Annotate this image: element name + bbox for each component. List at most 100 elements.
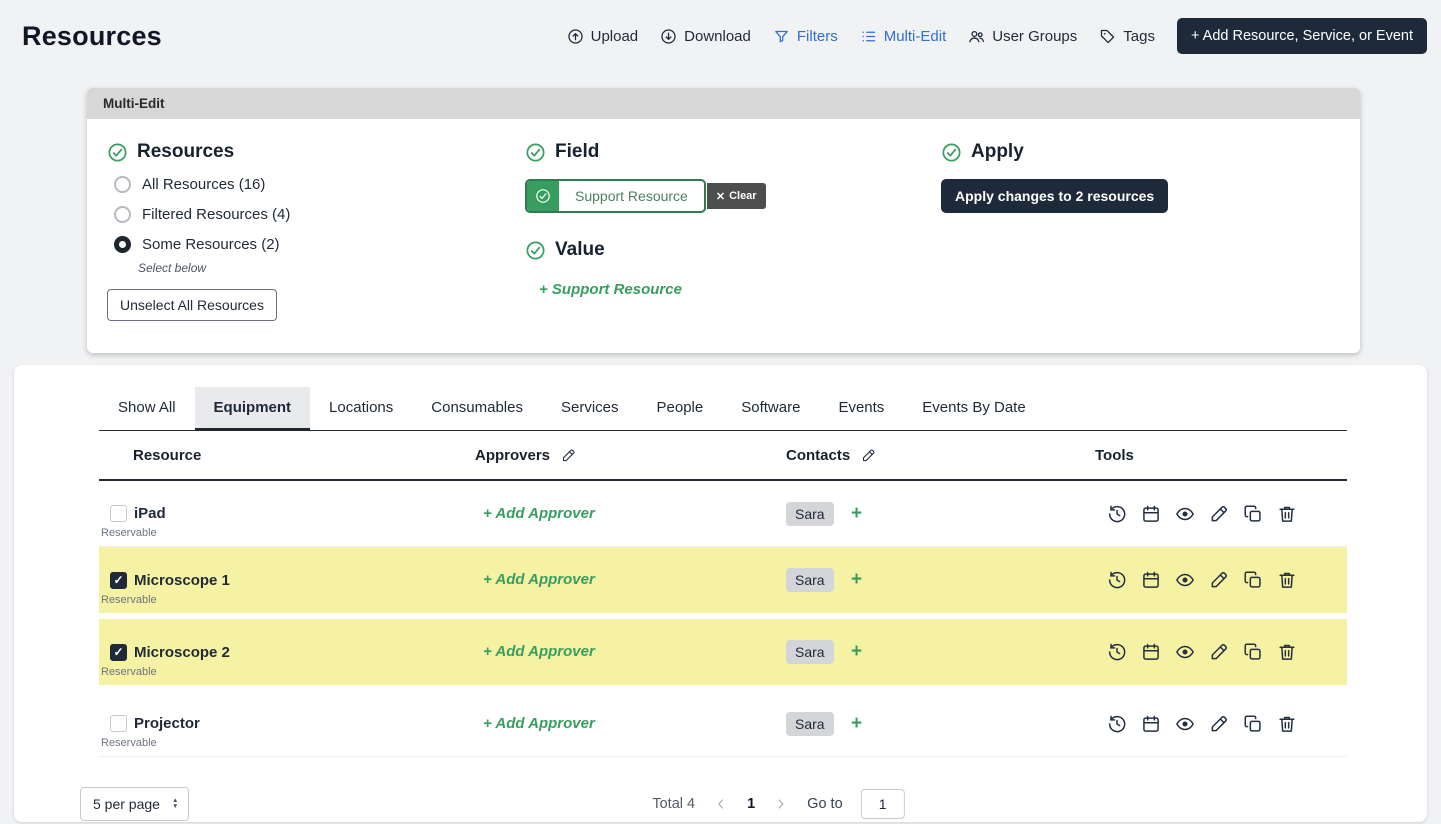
row-checkbox-checked[interactable] <box>110 643 127 661</box>
view-icon[interactable] <box>1175 642 1195 662</box>
tab-events[interactable]: Events <box>838 399 885 416</box>
edit-icon[interactable] <box>1209 570 1229 590</box>
user-groups-label: User Groups <box>992 27 1078 45</box>
add-approver-link[interactable]: + Add Approver <box>483 504 595 522</box>
add-approver-link[interactable]: + Add Approver <box>483 643 595 660</box>
resource-name: Microscope 1 <box>134 571 230 589</box>
approvers-cell: + Add Approver <box>475 505 786 523</box>
multi-edit-panel-header: Multi-Edit <box>87 88 1360 119</box>
calendar-icon[interactable] <box>1141 504 1161 524</box>
delete-icon[interactable] <box>1277 504 1297 524</box>
history-icon[interactable] <box>1107 714 1127 734</box>
history-icon[interactable] <box>1107 642 1127 662</box>
edit-icon[interactable] <box>1209 504 1229 524</box>
calendar-icon[interactable] <box>1141 642 1161 662</box>
next-page-icon[interactable] <box>773 796 789 812</box>
tab-equipment[interactable]: Equipment <box>194 387 311 431</box>
col-header-resource: Resource <box>133 446 202 464</box>
resource-type: Reservable <box>101 527 157 539</box>
user-groups-button[interactable]: User Groups <box>968 28 1077 45</box>
add-approver-link[interactable]: + Add Approver <box>483 571 595 588</box>
add-approver-link[interactable]: + Add Approver <box>483 714 595 732</box>
approvers-header-label: Approvers <box>475 446 551 464</box>
radio-all-resources[interactable]: All Resources (16) <box>114 176 525 193</box>
radio-filtered-resources[interactable]: Filtered Resources (4) <box>114 206 525 223</box>
view-icon[interactable] <box>1175 570 1195 590</box>
goto-page-input[interactable] <box>860 789 905 819</box>
resources-table-card: Show All Equipment Locations Consumables… <box>14 365 1427 822</box>
prev-page-icon[interactable] <box>713 796 729 812</box>
add-contact-icon[interactable]: + <box>851 641 863 662</box>
add-contact-icon[interactable]: + <box>851 502 863 524</box>
delete-icon[interactable] <box>1277 570 1297 590</box>
resource-cell: iPad Reservable <box>99 505 475 539</box>
clear-field-button[interactable]: ✕ Clear <box>706 183 766 209</box>
radio-icon[interactable] <box>114 206 131 223</box>
edit-approvers-icon[interactable] <box>561 448 576 463</box>
radio-icon[interactable] <box>114 176 131 193</box>
delete-icon[interactable] <box>1277 642 1297 662</box>
calendar-icon[interactable] <box>1141 570 1161 590</box>
multi-edit-panel-body: Resources All Resources (16) Filtered Re… <box>87 119 1360 353</box>
apply-changes-button[interactable]: Apply changes to 2 resources <box>941 179 1169 213</box>
contact-badge[interactable]: Sara <box>786 711 834 736</box>
filters-button[interactable]: Filters <box>773 28 838 45</box>
per-page-select[interactable]: 5 per page <box>80 787 190 821</box>
view-icon[interactable] <box>1175 714 1195 734</box>
row-checkbox-checked[interactable] <box>110 571 127 589</box>
history-icon[interactable] <box>1107 570 1127 590</box>
add-resource-button[interactable]: + Add Resource, Service, or Event <box>1176 18 1427 54</box>
tags-button[interactable]: Tags <box>1099 28 1155 45</box>
tab-show-all[interactable]: Show All <box>118 399 176 416</box>
contacts-cell: Sara + <box>786 501 1095 526</box>
delete-icon[interactable] <box>1277 714 1297 734</box>
selected-field-value: Support Resource <box>575 188 688 204</box>
radio-selected-icon[interactable] <box>114 236 131 253</box>
tab-events-by-date[interactable]: Events By Date <box>922 399 1026 416</box>
col-header-contacts: Contacts <box>786 447 1095 464</box>
edit-contacts-icon[interactable] <box>861 448 876 463</box>
tab-software[interactable]: Software <box>741 399 801 416</box>
contact-badge[interactable]: Sara <box>786 568 834 592</box>
radio-some-resources[interactable]: Some Resources (2) <box>114 236 525 253</box>
tools-cell <box>1095 642 1347 662</box>
duplicate-icon[interactable] <box>1243 504 1263 524</box>
row-checkbox[interactable] <box>110 505 127 522</box>
current-page[interactable]: 1 <box>747 796 756 812</box>
resource-type: Reservable <box>101 666 157 678</box>
radio-some-resources-label: Some Resources (2) <box>142 236 280 253</box>
tab-services[interactable]: Services <box>560 399 619 416</box>
download-button[interactable]: Download <box>660 28 751 45</box>
edit-icon[interactable] <box>1209 714 1229 734</box>
unselect-all-button[interactable]: Unselect All Resources <box>107 289 277 321</box>
add-support-resource-link[interactable]: + Support Resource <box>539 281 682 298</box>
resource-type: Reservable <box>101 594 157 606</box>
calendar-icon[interactable] <box>1141 714 1161 734</box>
filters-label: Filters <box>796 27 838 45</box>
tools-cell <box>1095 504 1347 524</box>
field-section: Field Support Resource ✕ Clear Value + S… <box>525 141 941 321</box>
view-icon[interactable] <box>1175 504 1195 524</box>
edit-icon[interactable] <box>1209 642 1229 662</box>
contacts-cell: Sara + <box>786 640 1095 664</box>
field-section-heading: Field <box>525 141 941 163</box>
upload-button[interactable]: Upload <box>567 28 638 45</box>
add-contact-icon[interactable]: + <box>851 569 863 590</box>
tab-consumables[interactable]: Consumables <box>431 399 523 416</box>
multi-edit-button[interactable]: Multi-Edit <box>860 28 946 45</box>
pagination-bar: 5 per page Total 4 1 Go to <box>80 773 1347 822</box>
resource-cell: Microscope 2 Reservable <box>99 643 475 678</box>
table-row: Microscope 2 Reservable + Add Approver S… <box>99 619 1347 691</box>
tab-people[interactable]: People <box>656 399 704 416</box>
history-icon[interactable] <box>1107 504 1127 524</box>
duplicate-icon[interactable] <box>1243 642 1263 662</box>
resource-cell: Projector Reservable <box>99 715 475 749</box>
contact-badge[interactable]: Sara <box>786 640 834 664</box>
tab-locations[interactable]: Locations <box>329 399 394 416</box>
duplicate-icon[interactable] <box>1243 714 1263 734</box>
row-checkbox[interactable] <box>110 715 127 732</box>
field-check-badge <box>527 181 559 211</box>
contact-badge[interactable]: Sara <box>786 501 834 526</box>
duplicate-icon[interactable] <box>1243 570 1263 590</box>
add-contact-icon[interactable]: + <box>851 712 863 734</box>
